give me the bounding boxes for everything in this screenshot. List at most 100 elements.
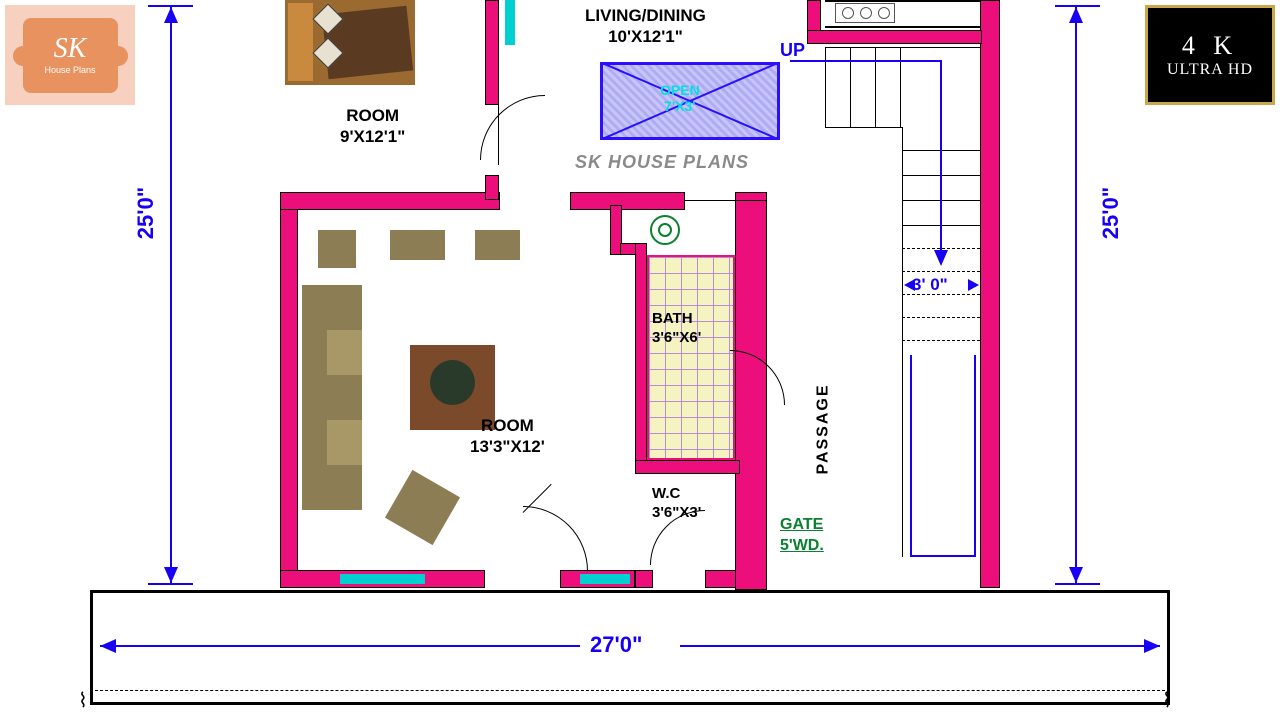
dim-right: 25'0" xyxy=(1098,187,1124,239)
stair-left xyxy=(825,47,826,127)
s2 xyxy=(875,47,876,127)
stove xyxy=(835,3,895,23)
window-b2 xyxy=(580,574,630,584)
fourk-top: 4 K xyxy=(1182,31,1238,61)
kitch-counter-t xyxy=(825,0,980,2)
label-passage: PASSAGE xyxy=(815,383,833,474)
window-top xyxy=(505,0,515,45)
outer-top-bound xyxy=(90,590,1170,593)
dim-right-line xyxy=(1075,5,1077,585)
dim-right-tick-bot xyxy=(1055,583,1100,585)
sofa-s2 xyxy=(327,375,362,420)
dim-bottom: 27'0" xyxy=(590,632,642,658)
label-room2: ROOM 13'3"X12' xyxy=(470,415,545,458)
cushion3 xyxy=(475,230,520,260)
room1-size: 9'X12'1" xyxy=(340,127,405,146)
gate-l1: GATE xyxy=(780,516,823,533)
label-room1: ROOM 9'X12'1" xyxy=(340,105,405,148)
shd2 xyxy=(902,271,980,272)
gate-box-b xyxy=(910,555,976,557)
up-arrow-v xyxy=(940,60,942,255)
dim-left: 25'0" xyxy=(133,187,159,239)
label-wc: W.C 3'6"X3' xyxy=(652,485,701,523)
sofa-arm1 xyxy=(327,285,362,330)
s1 xyxy=(850,47,851,127)
basin-inner xyxy=(658,223,672,237)
dim-stair-ar xyxy=(968,279,979,291)
wall-left xyxy=(280,200,298,588)
door-room1-leaf xyxy=(498,103,499,165)
wall-wc-bl xyxy=(635,570,653,588)
shd5 xyxy=(902,340,980,341)
sofa-s1 xyxy=(327,330,362,375)
shd4 xyxy=(902,317,980,318)
living-name: LIVING/DINING xyxy=(585,6,706,25)
room1-name: ROOM xyxy=(346,106,399,125)
dim-left-tick-bot xyxy=(148,583,193,585)
dim-bot-line-l xyxy=(100,645,580,647)
sk-sub: House Plans xyxy=(44,65,95,75)
dim-stair-al xyxy=(904,279,915,291)
sk-initials: SK xyxy=(54,35,87,63)
room2-size: 13'3"X12' xyxy=(470,437,545,456)
open-label: OPEN 7'X3' xyxy=(660,82,700,114)
fourk-bot: ULTRA HD xyxy=(1167,61,1253,79)
cushion1 xyxy=(318,230,356,268)
kitch-counter-b xyxy=(825,26,980,28)
window-b1 xyxy=(340,574,425,584)
dim-left-arrow-bot xyxy=(164,567,178,583)
dim-left-line xyxy=(170,5,172,585)
open-text: OPEN xyxy=(660,82,700,98)
room2-name: ROOM xyxy=(481,416,534,435)
watermark: SK HOUSE PLANS xyxy=(575,152,749,173)
floor-plan: UP 3' 0" OPEN 7'X3' xyxy=(280,0,1000,590)
label-living: LIVING/DINING 10'X12'1" xyxy=(585,5,706,48)
dim-bot-arrow-r xyxy=(1144,639,1160,653)
wall-right xyxy=(980,0,1000,588)
sofa-s3 xyxy=(327,420,362,465)
wall-mid-h1 xyxy=(280,192,500,210)
up-arrow-head xyxy=(934,250,948,266)
wall-bath-wc xyxy=(635,460,740,474)
fourk-logo: 4 K ULTRA HD xyxy=(1145,5,1275,105)
wc-size: 3'6"X3' xyxy=(652,504,701,521)
cushion2 xyxy=(390,230,445,260)
armchair xyxy=(385,470,460,545)
gate-box-r xyxy=(974,355,976,555)
sofa-arm2 xyxy=(327,465,362,510)
break-right: ⌇ xyxy=(1162,688,1172,713)
gate-box-l xyxy=(910,355,912,555)
dim-bot-line-r xyxy=(680,645,1160,647)
sk-logo: SK House Plans xyxy=(5,5,135,105)
wall-bath-l xyxy=(635,243,647,473)
living-size: 10'X12'1" xyxy=(608,27,683,46)
dim-stair: 3' 0" xyxy=(912,275,948,295)
sk-badge: SK House Plans xyxy=(23,18,118,93)
sofa-back xyxy=(302,285,327,510)
outer-left-bound xyxy=(90,590,93,705)
door-top-leaf xyxy=(685,200,740,201)
wall-kitch-b xyxy=(807,30,982,44)
wall-room1-r xyxy=(485,0,499,105)
dim-left-arrow-top xyxy=(164,7,178,23)
table-deco xyxy=(430,360,475,405)
outer-dash xyxy=(90,690,1170,691)
stair-top xyxy=(825,47,980,48)
stair-vline xyxy=(902,127,903,557)
dim-right-arrow-bot xyxy=(1069,567,1083,583)
s3 xyxy=(900,47,901,127)
up-label: UP xyxy=(780,40,805,61)
open-size: 7'X3' xyxy=(664,98,696,114)
wall-room1-r2 xyxy=(485,175,499,200)
label-bath: BATH 3'6"X6' xyxy=(652,310,701,348)
gate-label: GATE 5'WD. xyxy=(780,515,824,557)
bath-size: 3'6"X6' xyxy=(652,329,701,346)
gate-l2: 5'WD. xyxy=(780,537,824,554)
headboard xyxy=(288,3,313,81)
up-arrow-h xyxy=(790,60,942,62)
stair-bot1 xyxy=(825,127,903,128)
dim-bot-arrow-l xyxy=(100,639,116,653)
outer-bot-bound xyxy=(90,702,1170,705)
bath-tile xyxy=(647,255,735,460)
wc-name: W.C xyxy=(652,485,680,502)
